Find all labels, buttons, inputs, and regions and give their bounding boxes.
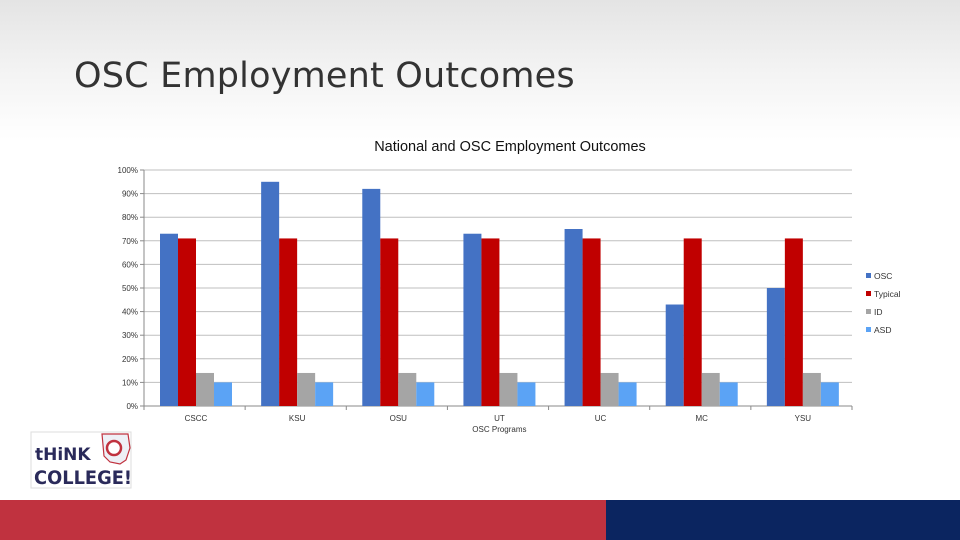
x-tick-label: CSCC [185,414,208,423]
bar-typical-4 [481,238,500,406]
y-tick-label: 50% [122,284,138,293]
bar-id-2 [297,372,316,406]
x-tick-label: UT OSC Programs [472,414,526,434]
logo-think-text: tHiNK [35,445,91,465]
chart-title: National and OSC Employment Outcomes [374,139,646,155]
x-tick-label: YSU [795,414,812,423]
legend-label-osc: OSC [874,271,892,281]
bar-id-5 [600,372,619,406]
think-college-logo: tHiNK COLLEGE! [30,430,136,492]
bar-id-6 [701,372,720,406]
y-tick-label: 100% [118,166,138,175]
bar-asd-4 [517,382,536,406]
bar-asd-5 [618,382,637,406]
y-tick-label: 80% [122,213,138,222]
y-tick-label: 40% [122,308,138,317]
bar-typical-7 [784,238,803,406]
logo-college-text: COLLEGE! [34,467,132,489]
employment-outcomes-chart: National and OSC Employment Outcomes 0% 1… [118,139,901,434]
legend-swatch-typical [866,291,871,296]
footer-bar-red [0,500,606,540]
chart-legend: OSC Typical ID ASD [866,271,901,335]
bar-osc-7 [766,288,785,406]
slide-title: OSC Employment Outcomes [74,56,575,96]
chart-bars [160,181,839,406]
x-tick-label: MC [695,414,708,423]
bar-asd-2 [315,382,334,406]
bar-typical-5 [582,238,601,406]
y-tick-label: 10% [122,378,138,387]
x-tick-label: UC [595,414,607,423]
x-tick-label: KSU [289,414,306,423]
y-tick-label: 20% [122,355,138,364]
bar-osc-3 [362,188,381,406]
bar-id-3 [398,372,417,406]
y-tick-label: 90% [122,190,138,199]
y-tick-label: 0% [126,402,138,411]
legend-swatch-osc [866,273,871,278]
bar-typical-1 [178,238,196,406]
y-tick-label: 70% [122,237,138,246]
bar-id-7 [802,372,821,406]
bar-osc-1 [160,233,178,406]
bar-typical-2 [279,238,298,406]
bar-osc-6 [665,304,684,406]
legend-swatch-id [866,309,871,314]
y-tick-label: 60% [122,260,138,269]
y-axis-ticks: 0% 10% 20% 30% 40% 50% 60% 70% 80% 90% 100% [118,166,145,411]
x-tick-label: OSU [390,414,408,423]
bar-id-1 [196,372,214,406]
bar-asd-1 [214,382,232,406]
legend-swatch-asd [866,327,871,332]
legend-label-typical: Typical [874,289,901,299]
bar-asd-3 [416,382,435,406]
bar-asd-7 [820,382,839,406]
bar-osc-2 [261,181,280,406]
legend-label-asd: ASD [874,325,891,335]
legend-label-id: ID [874,307,883,317]
x-axis: CSCC KSU OSU UT OSC Programs UC MC YSU [143,406,853,434]
bar-osc-4 [463,233,482,406]
bar-typical-6 [683,238,702,406]
bar-osc-5 [564,229,583,406]
bar-id-4 [499,372,518,406]
footer-bar-blue [606,500,960,540]
bar-typical-3 [380,238,399,406]
y-tick-label: 30% [122,331,138,340]
bar-asd-6 [719,382,738,406]
